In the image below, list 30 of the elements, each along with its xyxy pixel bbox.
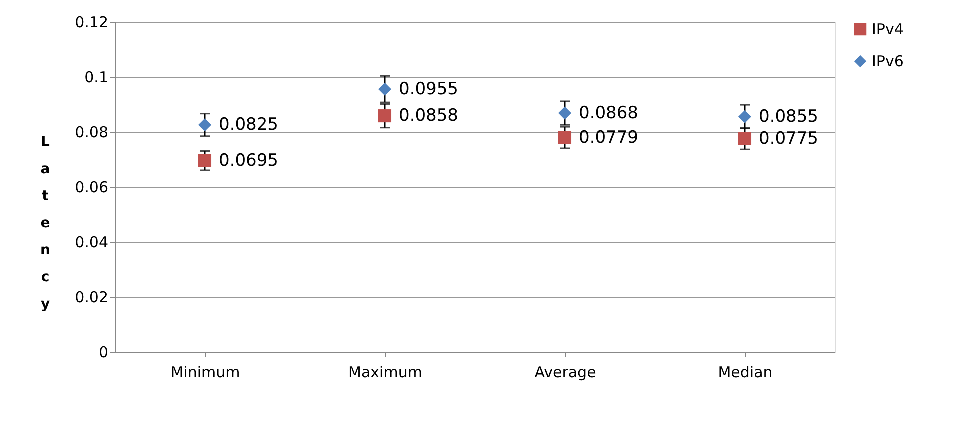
data-label: 0.0695	[219, 150, 278, 171]
data-label: 0.0955	[399, 79, 458, 100]
point	[378, 82, 392, 96]
data-label: 0.0855	[759, 106, 818, 127]
point	[738, 110, 752, 124]
legend-label: IPv6	[872, 52, 904, 70]
x-tick-label: Median	[718, 364, 773, 382]
data-label: 0.0825	[219, 115, 278, 136]
legend-label: IPv4	[872, 20, 904, 38]
data-label: 0.0775	[759, 128, 818, 149]
x-tick-label: Minimum	[170, 364, 240, 382]
data-label: 0.0868	[579, 103, 638, 124]
y-tick-label: 0.04	[75, 234, 108, 252]
point	[198, 154, 212, 168]
y-tick-label: 0	[98, 344, 108, 362]
point	[738, 132, 752, 146]
y-tick-label: 0.12	[75, 14, 108, 32]
x-tick-label: Maximum	[348, 364, 422, 382]
y-tick-label: 0.02	[75, 288, 108, 306]
data-label: 0.0858	[399, 106, 458, 126]
point	[558, 131, 572, 144]
point	[558, 106, 572, 120]
data-label: 0.0779	[579, 128, 638, 148]
point	[198, 118, 212, 132]
point	[378, 110, 392, 123]
y-axis-title: Latency	[40, 134, 50, 312]
y-tick-label: 0.06	[75, 178, 108, 196]
x-tick-label: Average	[534, 364, 596, 382]
y-tick-label: 0.1	[84, 68, 108, 86]
y-tick-label: 0.08	[75, 124, 108, 142]
